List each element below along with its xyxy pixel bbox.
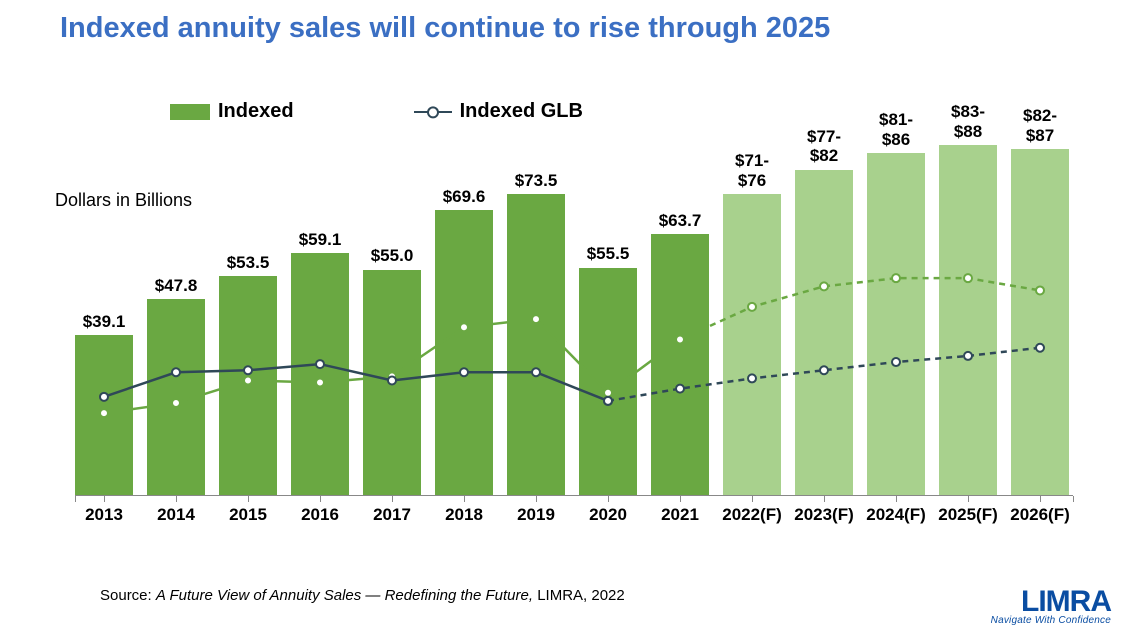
series-point (316, 379, 324, 387)
x-axis-label: 2013 (85, 505, 123, 525)
x-axis-label: 2021 (661, 505, 699, 525)
x-axis-label: 2015 (229, 505, 267, 525)
series-point (1036, 286, 1044, 294)
series-point (820, 366, 828, 374)
series-point (244, 366, 252, 374)
series-point (316, 360, 324, 368)
series-point (532, 315, 540, 323)
source-title: A Future View of Annuity Sales — Redefin… (156, 587, 533, 604)
x-tick (176, 496, 177, 502)
x-axis-label: 2016 (301, 505, 339, 525)
series-point (100, 409, 108, 417)
x-axis-label: 2025(F) (938, 505, 998, 525)
series-point (172, 399, 180, 407)
series-point (676, 385, 684, 393)
x-axis (75, 495, 1073, 496)
legend-label-glb: Indexed GLB (460, 100, 583, 123)
x-tick (1040, 496, 1041, 502)
x-tick (248, 496, 249, 502)
x-axis-label: 2024(F) (866, 505, 926, 525)
series-point (532, 368, 540, 376)
x-axis-label: 2017 (373, 505, 411, 525)
x-tick (1073, 496, 1074, 502)
x-axis-label: 2019 (517, 505, 555, 525)
limra-logo: LIMRA Navigate With Confidence (991, 588, 1111, 626)
series-point (100, 393, 108, 401)
series-point (748, 303, 756, 311)
x-tick (608, 496, 609, 502)
legend-line-glb (414, 111, 452, 113)
source-citation: Source: A Future View of Annuity Sales —… (100, 587, 625, 604)
series-point (460, 368, 468, 376)
series-point (172, 368, 180, 376)
series-point (748, 374, 756, 382)
x-axis-label: 2014 (157, 505, 195, 525)
x-tick (104, 496, 105, 502)
x-tick (75, 496, 76, 502)
series-point (820, 282, 828, 290)
series-point (604, 397, 612, 405)
series-point (388, 376, 396, 384)
x-tick (320, 496, 321, 502)
series-line (104, 319, 680, 413)
legend-label-indexed: Indexed (218, 100, 294, 123)
source-suffix: LIMRA, 2022 (533, 587, 625, 604)
series-point (964, 274, 972, 282)
chart-legend: Indexed Indexed GLB (170, 100, 583, 123)
x-axis-label: 2022(F) (722, 505, 782, 525)
x-tick (392, 496, 393, 502)
series-point (604, 389, 612, 397)
logo-text: LIMRA (991, 588, 1111, 615)
x-tick (968, 496, 969, 502)
series-point (460, 323, 468, 331)
x-axis-label: 2020 (589, 505, 627, 525)
series-point (892, 358, 900, 366)
series-line (680, 278, 1040, 339)
legend-item-glb: Indexed GLB (414, 100, 583, 123)
x-tick (536, 496, 537, 502)
series-point (676, 336, 684, 344)
series-point (892, 274, 900, 282)
page-title: Indexed annuity sales will continue to r… (60, 12, 830, 45)
x-axis-label: 2026(F) (1010, 505, 1070, 525)
chart-area: $39.1$47.8$53.5$59.1$55.0$69.6$73.5$55.5… (75, 135, 1085, 495)
x-tick (752, 496, 753, 502)
x-tick (824, 496, 825, 502)
legend-swatch-bar (170, 104, 210, 120)
series-point (964, 352, 972, 360)
source-prefix: Source: (100, 587, 156, 604)
series-point (244, 376, 252, 384)
logo-tagline: Navigate With Confidence (991, 615, 1111, 626)
x-axis-label: 2018 (445, 505, 483, 525)
x-axis-label: 2023(F) (794, 505, 854, 525)
x-tick (464, 496, 465, 502)
x-tick (896, 496, 897, 502)
legend-item-indexed: Indexed (170, 100, 294, 123)
x-tick (680, 496, 681, 502)
series-point (1036, 344, 1044, 352)
line-layer (75, 135, 1085, 495)
